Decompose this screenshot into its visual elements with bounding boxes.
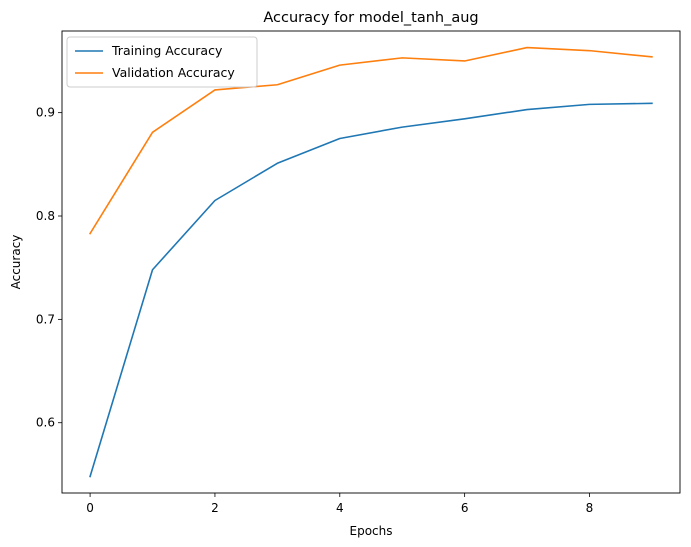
series-lines [88,46,653,478]
x-axis-label: Epochs [350,524,393,538]
legend-box [66,36,258,88]
x-tick-label: 2 [211,501,219,515]
plot-frame [61,30,681,494]
legend-label-training: Training Accuracy [111,43,223,58]
y-axis: 0.6 0.7 0.8 0.9 [36,106,62,430]
x-axis: 0 2 4 6 8 [86,493,593,515]
x-tick-label: 0 [86,501,94,515]
plot-area [61,30,681,494]
x-tick-label: 4 [336,501,344,515]
x-tick-label: 8 [586,501,594,515]
x-tick-label: 6 [461,501,469,515]
y-axis-label: Accuracy [9,235,23,290]
legend: Training Accuracy Validation Accuracy [66,36,258,88]
y-tick-label: 0.9 [36,106,55,120]
legend-label-validation: Validation Accuracy [112,65,235,80]
chart-title: Accuracy for model_tanh_aug [263,10,478,26]
y-tick-label: 0.8 [36,209,55,223]
series-line-training [89,102,653,478]
series-line-validation [88,46,653,235]
y-tick-label: 0.6 [36,416,55,430]
y-tick-label: 0.7 [36,312,55,326]
